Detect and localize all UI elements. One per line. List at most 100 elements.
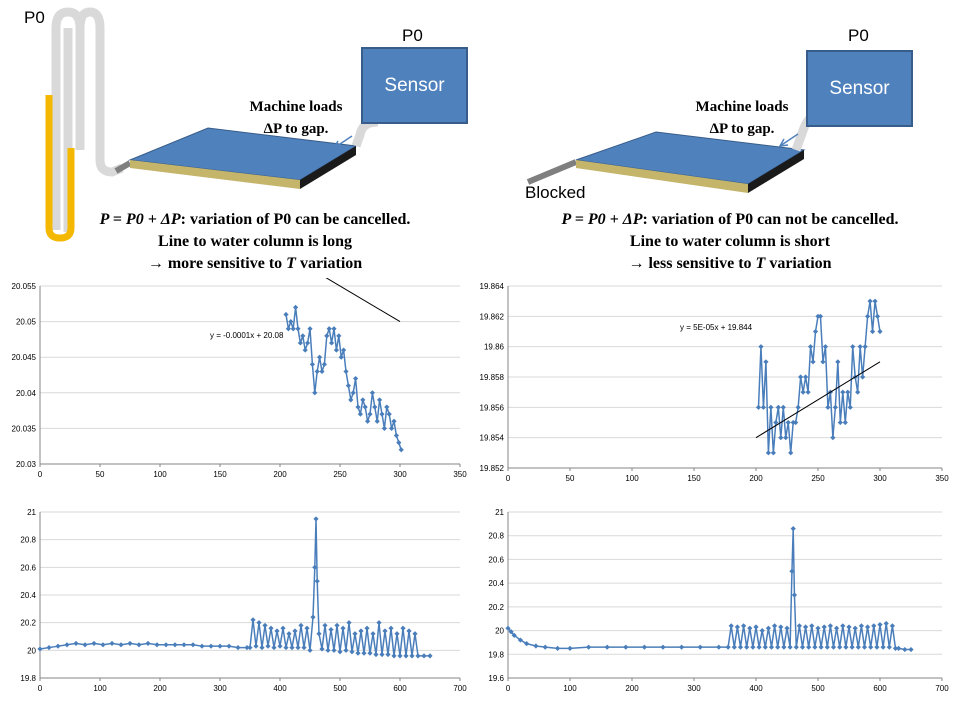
data-point <box>312 390 318 396</box>
data-point <box>623 644 629 650</box>
y-tick-label: 19.862 <box>480 312 505 321</box>
data-point <box>358 628 364 634</box>
series-line <box>507 528 911 651</box>
data-point <box>382 628 388 634</box>
data-point <box>883 620 889 627</box>
data-point <box>803 374 809 380</box>
data-point <box>758 344 764 350</box>
data-point <box>346 620 352 626</box>
data-point <box>386 411 392 417</box>
y-tick-label: 19.858 <box>480 373 505 382</box>
data-point <box>783 435 789 441</box>
x-tick-label: 0 <box>38 470 43 479</box>
blocked-label: Blocked <box>525 183 586 202</box>
data-point <box>788 450 794 456</box>
data-point <box>850 344 856 350</box>
data-point <box>172 642 178 648</box>
data-point <box>787 644 793 650</box>
data-point <box>136 642 142 648</box>
x-tick-label: 500 <box>333 684 347 693</box>
sensor-box: Sensor <box>806 50 913 127</box>
data-point <box>806 644 812 650</box>
data-point <box>295 326 301 332</box>
machine-loads-note: Machine loads ΔP to gap. <box>249 99 343 137</box>
y-tick-label: 19.854 <box>480 434 505 443</box>
data-point <box>817 313 824 319</box>
data-point <box>871 623 877 629</box>
x-tick-label: 0 <box>38 684 43 693</box>
y-tick-label: 19.8 <box>488 650 504 659</box>
data-point <box>268 625 274 631</box>
data-point <box>305 340 311 346</box>
data-point <box>785 419 791 426</box>
data-point <box>389 425 395 431</box>
x-tick-label: 350 <box>453 470 467 479</box>
data-point <box>822 344 829 350</box>
data-point <box>343 368 349 375</box>
data-point <box>849 644 855 650</box>
left-caption: P = P0 + ΔP: variation of P0 can be canc… <box>99 211 411 272</box>
x-tick-label: 600 <box>393 684 407 693</box>
x-tick-label: 250 <box>333 470 347 479</box>
y-tick-label: 19.86 <box>484 343 505 352</box>
data-point <box>365 418 371 424</box>
data-point <box>73 640 79 647</box>
data-point <box>858 623 864 629</box>
data-point <box>235 644 241 651</box>
data-point <box>217 643 223 649</box>
data-point <box>412 631 418 637</box>
data-point <box>793 644 799 650</box>
data-point <box>809 623 815 629</box>
data-point <box>855 644 861 650</box>
data-point <box>391 653 397 659</box>
data-point <box>800 389 806 395</box>
data-point <box>778 624 784 630</box>
data-point <box>780 404 786 410</box>
data-point <box>865 313 871 319</box>
data-point <box>298 622 304 629</box>
data-point <box>846 624 852 630</box>
data-point <box>314 578 320 584</box>
data-point <box>313 516 319 522</box>
data-point <box>872 298 878 304</box>
p0-sensor-label: P0 <box>848 26 869 45</box>
x-tick-label: 250 <box>811 474 825 483</box>
data-point <box>791 592 798 598</box>
data-point <box>127 640 133 647</box>
data-point <box>398 447 404 453</box>
data-point <box>889 623 895 629</box>
data-point <box>781 644 787 650</box>
chart-bottom-right-svg: 19.6 19.8 20 20.2 20.4 20.6 20.8 21 0 100 200 300 40… <box>488 508 949 693</box>
data-point <box>770 450 776 456</box>
data-point <box>314 368 320 375</box>
data-point <box>341 347 347 353</box>
data-point <box>360 397 366 403</box>
data-point <box>343 647 349 653</box>
x-tick-label: 350 <box>935 474 949 483</box>
x-tick-label: 700 <box>935 684 949 693</box>
data-point <box>265 643 271 649</box>
data-point <box>292 628 298 634</box>
data-point <box>226 643 232 649</box>
data-point <box>262 622 268 629</box>
data-point <box>845 389 851 395</box>
y-tick-label: 19.8 <box>20 674 36 683</box>
data-point <box>397 653 403 659</box>
data-point <box>865 624 871 630</box>
data-point <box>874 644 880 650</box>
data-point <box>505 625 511 631</box>
data-point <box>199 643 205 649</box>
data-point <box>367 650 373 656</box>
data-point <box>641 644 647 650</box>
x-tick-label: 150 <box>687 474 701 483</box>
data-point <box>760 404 767 410</box>
x-tick-label: 300 <box>393 470 407 479</box>
data-point <box>396 440 402 446</box>
data-point <box>301 644 307 651</box>
data-point <box>289 644 295 651</box>
data-point <box>877 622 883 628</box>
x-tick-label: 200 <box>273 470 287 479</box>
data-point <box>679 644 685 650</box>
data-point <box>799 644 806 650</box>
data-point <box>807 344 814 350</box>
